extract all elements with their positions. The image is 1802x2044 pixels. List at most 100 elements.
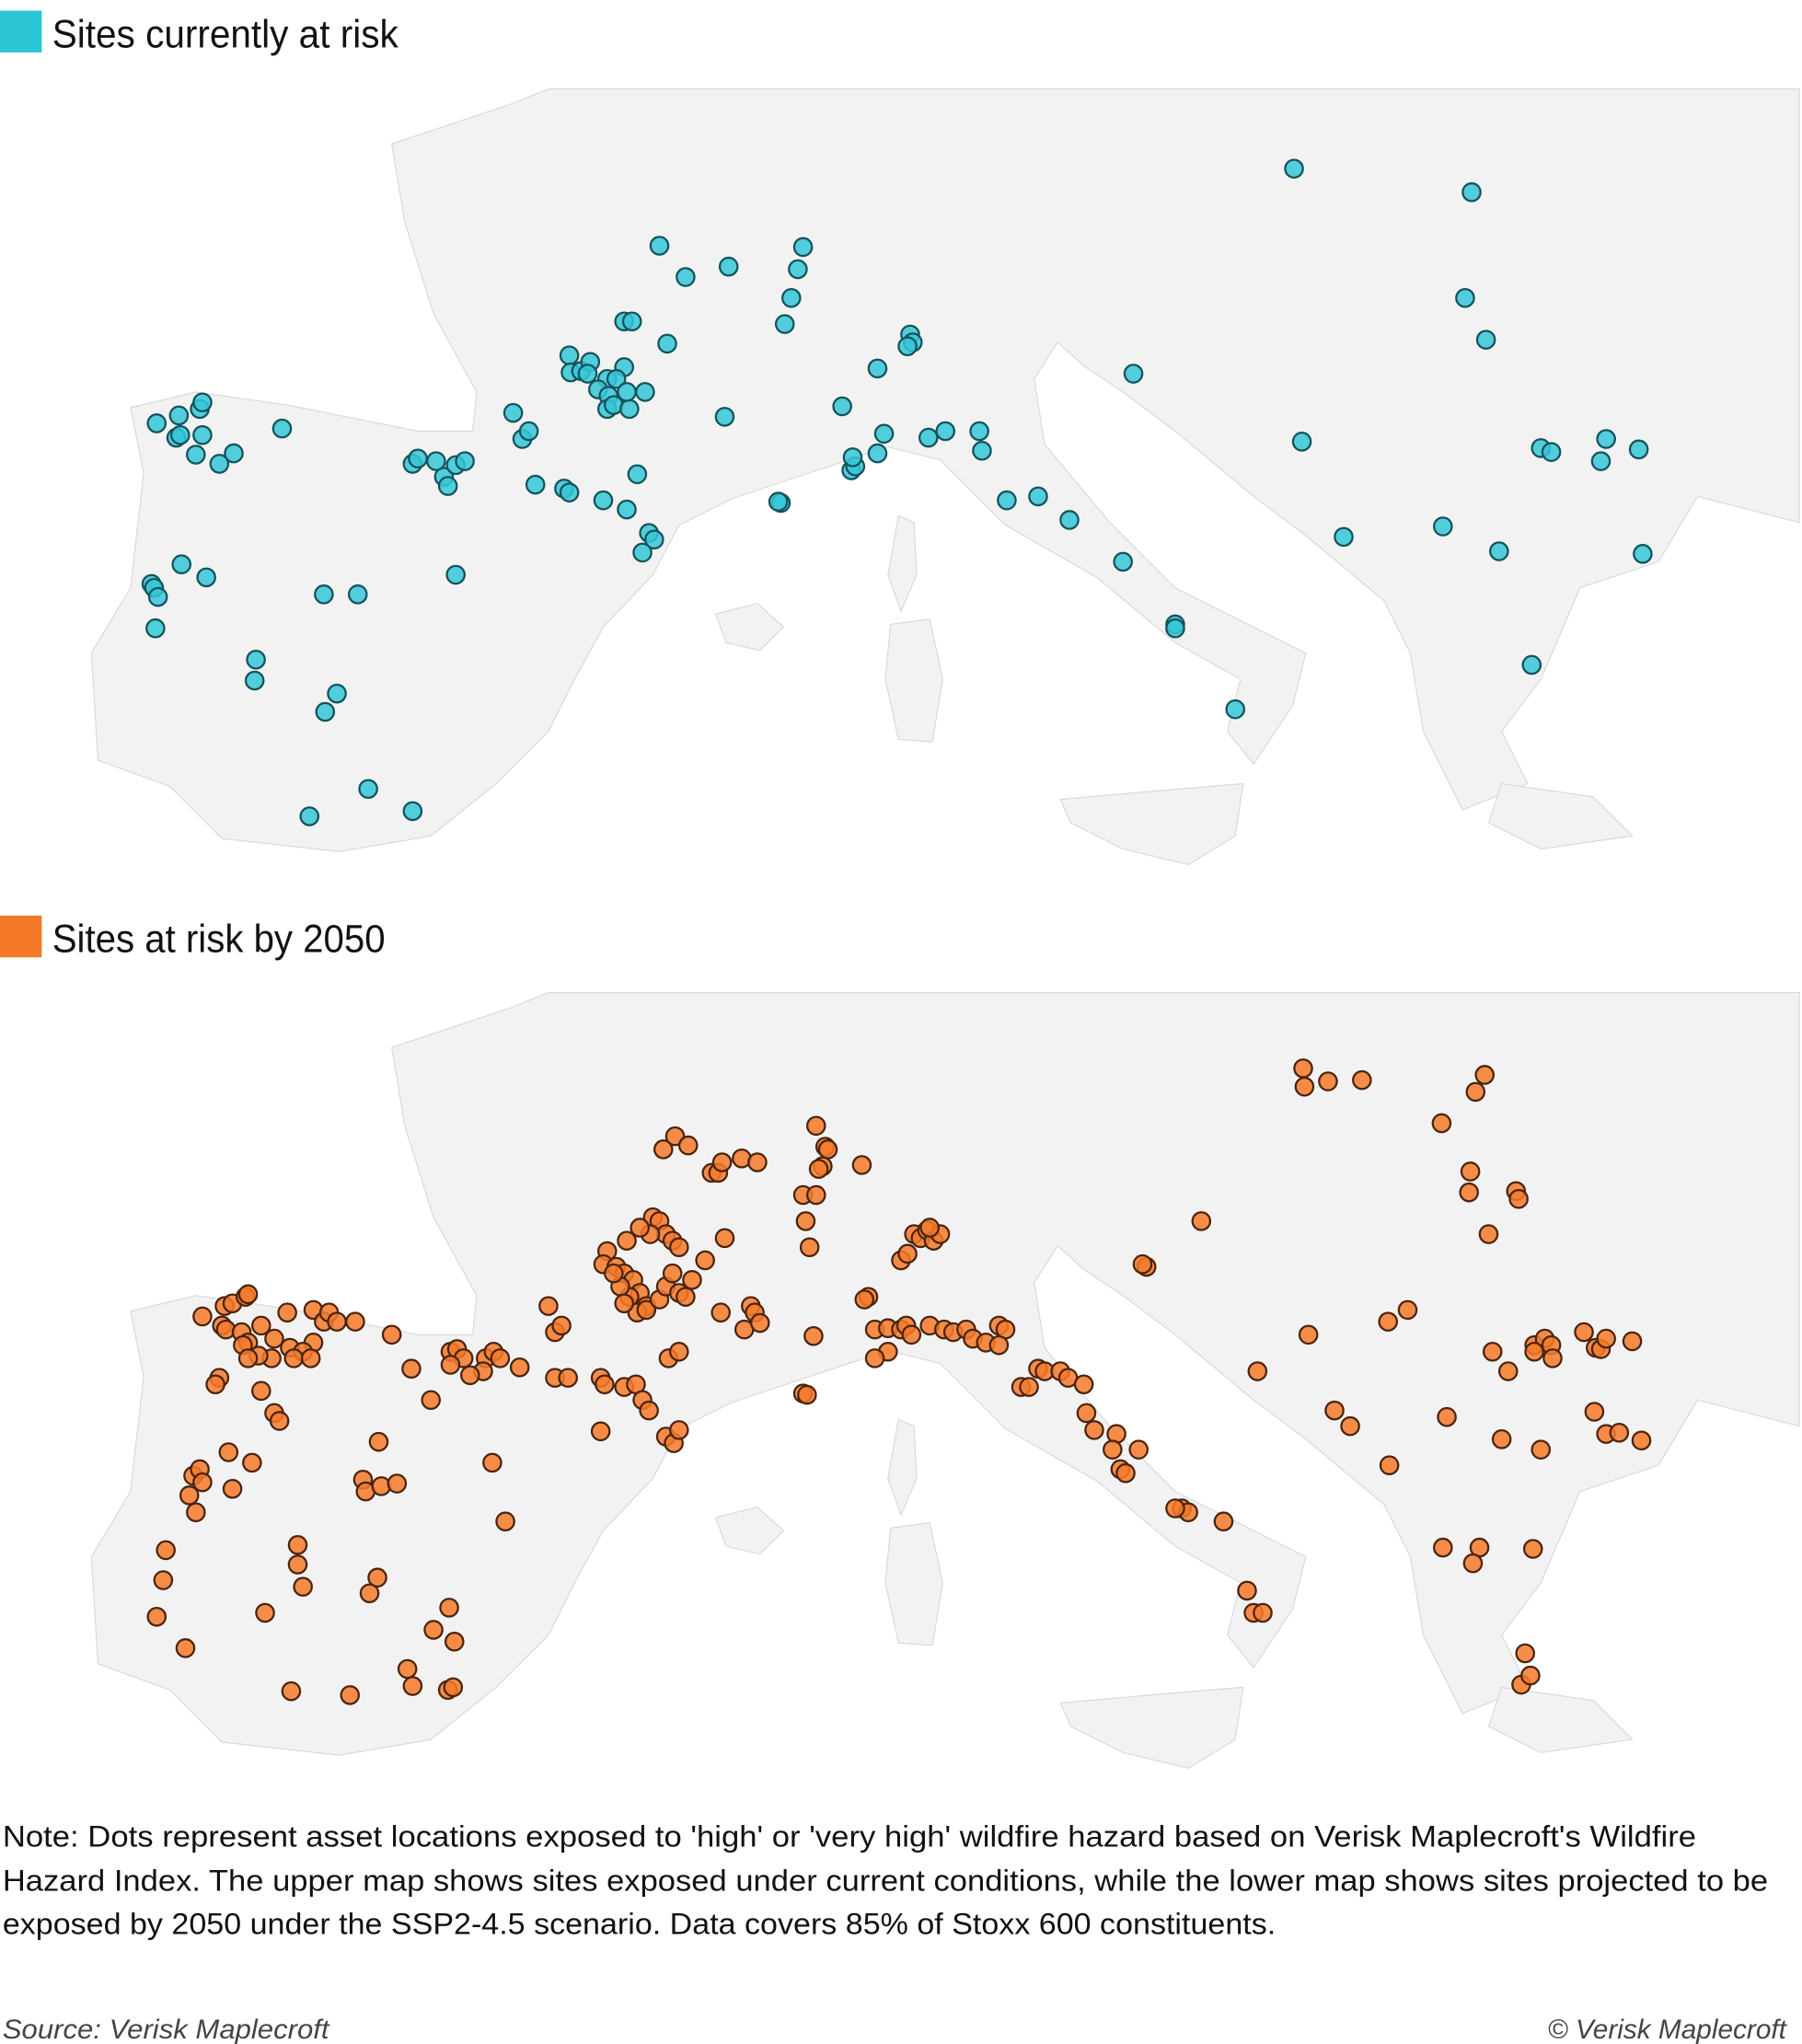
- site-dot: [367, 1567, 387, 1588]
- site-dot: [345, 1311, 365, 1332]
- site-dot: [1253, 1602, 1273, 1623]
- source: Source: Verisk Maplecroft: [3, 2015, 331, 2044]
- site-dot: [635, 382, 655, 402]
- site-dot: [381, 1324, 402, 1345]
- site-dot: [439, 1598, 459, 1618]
- site-dot: [153, 1570, 174, 1590]
- site-dot: [604, 1263, 624, 1284]
- legend-label: Sites currently at risk: [52, 12, 399, 56]
- site-dot: [255, 1602, 275, 1623]
- site-dot: [593, 490, 614, 511]
- site-dot: [808, 1159, 829, 1179]
- site-dot: [1291, 432, 1312, 452]
- site-dot: [444, 1631, 465, 1652]
- site-dot: [1284, 158, 1304, 179]
- site-dot: [639, 1400, 659, 1421]
- site-dot: [509, 1357, 530, 1378]
- site-dot: [747, 1152, 768, 1172]
- site-dot: [358, 779, 378, 800]
- site-dot: [832, 396, 852, 417]
- site-dot: [402, 1676, 423, 1696]
- site-dot: [669, 1341, 689, 1362]
- site-dot: [1508, 1188, 1529, 1209]
- site-dot: [1352, 1069, 1372, 1091]
- site-dot: [340, 1685, 361, 1705]
- site-dot: [795, 1211, 816, 1231]
- map: [90, 88, 1800, 866]
- site-dot: [768, 491, 789, 512]
- site-dot: [805, 1184, 826, 1206]
- site-dot: [972, 440, 992, 461]
- site-dot: [1294, 1076, 1315, 1097]
- site-dot: [621, 311, 642, 332]
- copyright: © Verisk Maplecroft: [1548, 2015, 1788, 2044]
- site-dot: [1461, 182, 1482, 202]
- site-dot: [147, 586, 168, 607]
- site-dot: [1113, 551, 1133, 572]
- site-dot: [459, 1365, 480, 1386]
- site-dot: [1609, 1422, 1630, 1443]
- site-dot: [1491, 1429, 1512, 1449]
- site-dot: [281, 1680, 302, 1702]
- site-dot: [192, 1306, 213, 1327]
- site-dot: [327, 1311, 347, 1332]
- site-dot: [495, 1511, 515, 1531]
- site-dot: [1059, 510, 1080, 530]
- site-dot: [1590, 451, 1611, 471]
- site-dot: [423, 1620, 444, 1640]
- site-dot: [1165, 618, 1185, 639]
- site-dot: [1132, 1253, 1153, 1275]
- site-dot: [299, 806, 320, 826]
- site-dot: [244, 670, 265, 691]
- site-dot: [1073, 1374, 1094, 1395]
- site-dot: [559, 345, 580, 365]
- site-dot: [1596, 1328, 1616, 1349]
- site-dot: [749, 1312, 770, 1334]
- site-dot: [1433, 1537, 1453, 1558]
- site-dot: [440, 1355, 461, 1375]
- site-dot: [1475, 329, 1496, 350]
- site-dot: [518, 421, 539, 442]
- site-dot: [192, 424, 213, 445]
- map: [90, 992, 1800, 1769]
- site-dot: [156, 1540, 176, 1561]
- site-dot: [1115, 1462, 1136, 1484]
- site-dot: [644, 529, 664, 550]
- site-dot: [1103, 1439, 1123, 1460]
- site-dot: [1474, 1065, 1496, 1085]
- site-dot: [192, 392, 213, 413]
- site-dot: [873, 423, 895, 445]
- site-dot: [669, 1237, 689, 1258]
- site-dot: [969, 421, 989, 442]
- site-dot: [209, 454, 230, 474]
- site-dot: [186, 1502, 206, 1523]
- site-dot: [619, 398, 640, 420]
- site-dot: [657, 333, 677, 354]
- site-dot: [606, 368, 627, 389]
- site-dot: [1225, 699, 1246, 720]
- site-dot: [426, 451, 446, 471]
- site-dot: [1633, 544, 1653, 564]
- site-dot: [1379, 1455, 1400, 1475]
- site-dot: [1165, 1498, 1185, 1519]
- site-dot: [171, 554, 192, 574]
- site-dot: [287, 1554, 308, 1575]
- site-dot: [617, 499, 637, 520]
- site-dot: [300, 1348, 321, 1368]
- site-dot: [1123, 364, 1144, 384]
- site-dot: [867, 443, 888, 464]
- site-dot: [293, 1576, 313, 1597]
- site-dot: [482, 1452, 502, 1473]
- site-dot: [1520, 1665, 1541, 1686]
- site-dot: [797, 1384, 817, 1405]
- site-dot: [805, 1115, 826, 1137]
- site-dot: [676, 267, 696, 287]
- site-dot: [246, 649, 266, 670]
- site-dot: [1433, 516, 1453, 537]
- site-dot: [315, 701, 336, 722]
- site-dot: [636, 1299, 657, 1321]
- site-dot: [287, 1534, 308, 1555]
- site-dot: [864, 1348, 885, 1368]
- site-dot: [192, 1472, 213, 1493]
- site-dot: [1521, 654, 1542, 676]
